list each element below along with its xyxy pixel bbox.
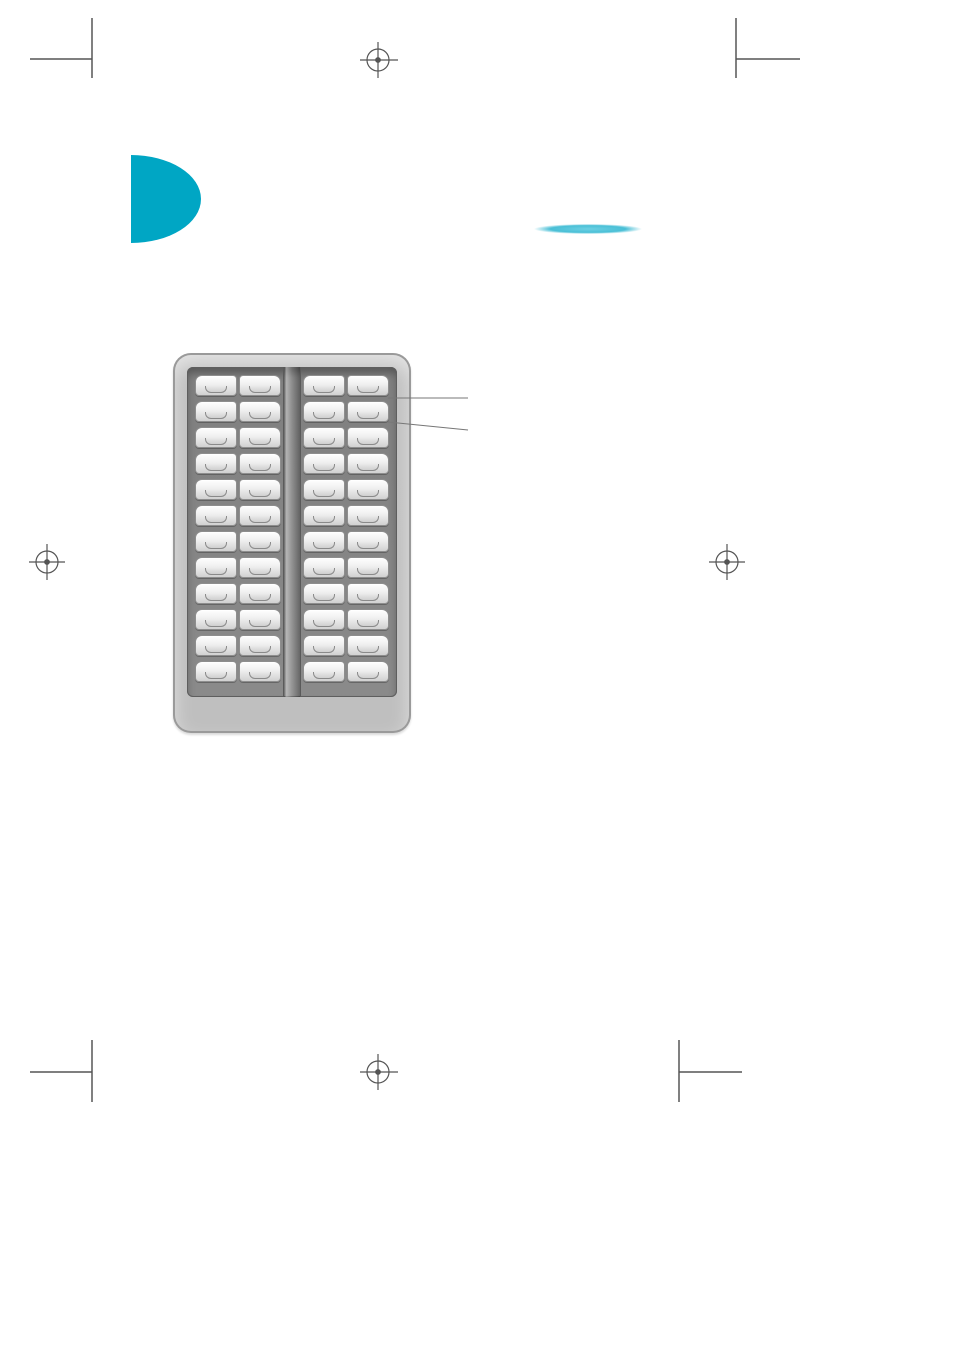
callout-lines (0, 0, 954, 1351)
